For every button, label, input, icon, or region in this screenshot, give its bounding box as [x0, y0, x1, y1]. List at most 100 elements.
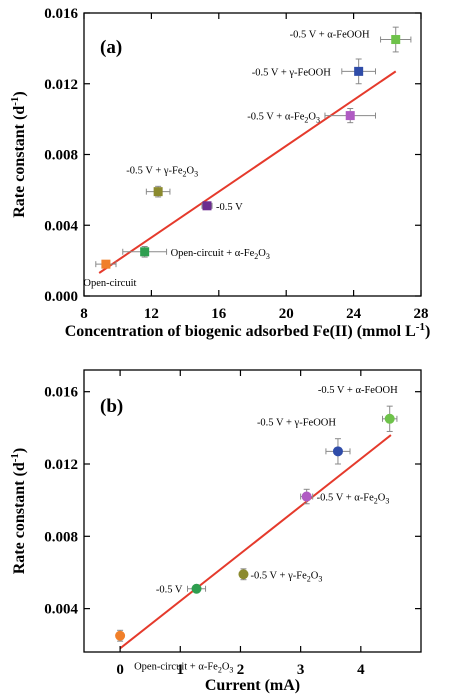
y-tick-label: 0.012 — [44, 457, 78, 473]
data-point — [140, 247, 150, 257]
x-axis-title-b: Current (mA) — [205, 677, 300, 694]
point-annotation-text: -0.5 V — [216, 202, 243, 213]
point-annotation-text: -0.5 V + α-Fe — [247, 112, 304, 123]
y-axis-title-main-a: Rate constant (d — [11, 106, 28, 218]
point-annotation: -0.5 V + γ-FeOOH — [257, 417, 336, 428]
y-tick-label: 0.008 — [44, 148, 78, 164]
point-annotation: -0.5 V + α-FeOOH — [290, 30, 370, 41]
point-annotation-sub: 3 — [318, 574, 322, 583]
point-annotation-sub: 2 — [218, 666, 222, 675]
point-annotation: -0.5 V + α-Fe2O3 — [247, 112, 320, 125]
point-annotation: -0.5 V + γ-Fe2O3 — [250, 570, 322, 583]
x-axis-title-sup-a: -1 — [416, 321, 425, 333]
fit-line — [119, 434, 392, 650]
data-point-group: Open-circuit + α-Fe2O3 — [122, 245, 270, 261]
data-point — [384, 413, 395, 424]
point-annotation-tail: O — [258, 248, 266, 259]
point-annotation-tail: O — [222, 662, 230, 673]
data-point — [101, 259, 111, 269]
data-point-group: -0.5 V + α-FeOOH — [290, 26, 412, 53]
data-point-group: -0.5 V + γ-Fe2O3 — [238, 568, 322, 583]
data-point — [238, 569, 249, 580]
point-annotation-sub: 2 — [374, 497, 378, 506]
point-annotation-text: -0.5 V + γ-FeOOH — [257, 417, 336, 428]
point-annotation: -0.5 V + α-FeOOH — [318, 385, 398, 396]
x-tick-label: 3 — [297, 662, 305, 678]
y-tick-label: 0.008 — [44, 529, 78, 545]
x-tick-label: 1 — [177, 662, 185, 678]
y-axis-title-b: Rate constant (d-1) — [9, 448, 28, 575]
y-tick-label: 0.004 — [44, 218, 78, 234]
ticks-layer-a: 8 12 16 20 24 28 0.000 0.004 0.008 0.012 0.016 — [44, 6, 428, 322]
point-annotation-tail: O — [378, 493, 386, 504]
data-point — [153, 187, 163, 197]
data-point — [345, 111, 355, 121]
point-annotation: Open-circuit + α-Fe2O3 — [171, 248, 270, 261]
point-annotation-text: -0.5 V + γ-FeOOH — [252, 67, 331, 78]
point-annotation: -0.5 V + γ-FeOOH — [252, 67, 331, 78]
data-point-group: -0.5 V + γ-Fe2O3 — [126, 166, 198, 198]
point-annotation-sub: 2 — [307, 574, 311, 583]
data-point-group: Open-circuit + α-Fe2O3 — [115, 629, 233, 675]
point-annotation-sub: 2 — [183, 170, 187, 179]
data-point-group: -0.5 V + α-Fe2O3 — [300, 488, 389, 506]
y-axis-title-a: Rate constant (d-1) — [9, 91, 28, 218]
point-annotation: -0.5 V — [156, 585, 183, 596]
x-tick-label: 24 — [346, 306, 362, 322]
plot-frame-b — [83, 369, 422, 653]
panel-b: Open-circuit + α-Fe2O3-0.5 V-0.5 V + γ-F… — [9, 369, 422, 694]
y-axis-title-close-b: ) — [11, 448, 28, 453]
point-annotation-text: Open-circuit + α-Fe — [171, 248, 255, 259]
fit-line — [98, 70, 397, 274]
point-annotation-sub: 3 — [385, 497, 389, 506]
x-tick-label: 20 — [279, 306, 294, 322]
y-axis-title-sup-b: -1 — [9, 453, 21, 462]
point-annotation-tail: O — [187, 166, 195, 177]
point-annotation-text: Open-circuit — [83, 278, 136, 289]
point-annotation-text: Open-circuit + α-Fe — [134, 662, 218, 673]
data-point — [191, 583, 202, 594]
point-annotation-text: -0.5 V + γ-Fe — [250, 570, 307, 581]
point-annotation-sub: 3 — [266, 252, 270, 261]
x-tick-label: 8 — [80, 306, 88, 322]
data-point — [332, 446, 343, 457]
marks-layer-b: Open-circuit + α-Fe2O3-0.5 V-0.5 V + γ-F… — [115, 385, 398, 675]
y-tick-label: 0.016 — [44, 385, 78, 401]
x-tick-label: 4 — [357, 662, 365, 678]
point-annotation-tail: O — [308, 112, 316, 123]
y-tick-label: 0.012 — [44, 77, 78, 93]
point-annotation-text: -0.5 V + α-Fe — [317, 493, 374, 504]
panel-label-a: (a) — [100, 37, 122, 58]
data-point-group: -0.5 V — [201, 201, 243, 213]
point-annotation: -0.5 V — [216, 202, 243, 213]
point-annotation: Open-circuit — [83, 278, 136, 289]
point-annotation-sub: 3 — [229, 666, 233, 675]
panel-label-b: (b) — [100, 396, 123, 417]
point-annotation-sub: 3 — [316, 116, 320, 125]
x-axis-title-a: Concentration of biogenic adsorbed Fe(II… — [65, 321, 431, 340]
data-point-group: -0.5 V — [156, 583, 207, 596]
data-point-group: -0.5 V + α-FeOOH — [318, 385, 398, 432]
point-annotation-text: -0.5 V + α-FeOOH — [290, 30, 370, 41]
data-point — [115, 630, 126, 641]
data-point — [391, 35, 401, 45]
y-tick-label: 0.000 — [44, 289, 78, 305]
x-axis-title-main-a: Concentration of biogenic adsorbed Fe(II… — [65, 323, 416, 340]
data-point-group: -0.5 V + γ-FeOOH — [257, 417, 351, 465]
y-axis-title-close-a: ) — [11, 91, 28, 96]
point-annotation-text: -0.5 V + γ-Fe — [126, 166, 183, 177]
data-point — [202, 201, 212, 211]
data-point-group: -0.5 V + γ-FeOOH — [252, 58, 377, 85]
data-point-group: -0.5 V + α-Fe2O3 — [247, 108, 377, 125]
y-tick-label: 0.016 — [44, 6, 78, 22]
point-annotation-sub: 3 — [194, 170, 198, 179]
point-annotation-sub: 2 — [254, 252, 258, 261]
y-axis-title-sup-a: -1 — [9, 97, 21, 106]
x-tick-label: 0 — [116, 662, 124, 678]
point-annotation-sub: 2 — [304, 116, 308, 125]
x-tick-label: 16 — [211, 306, 227, 322]
